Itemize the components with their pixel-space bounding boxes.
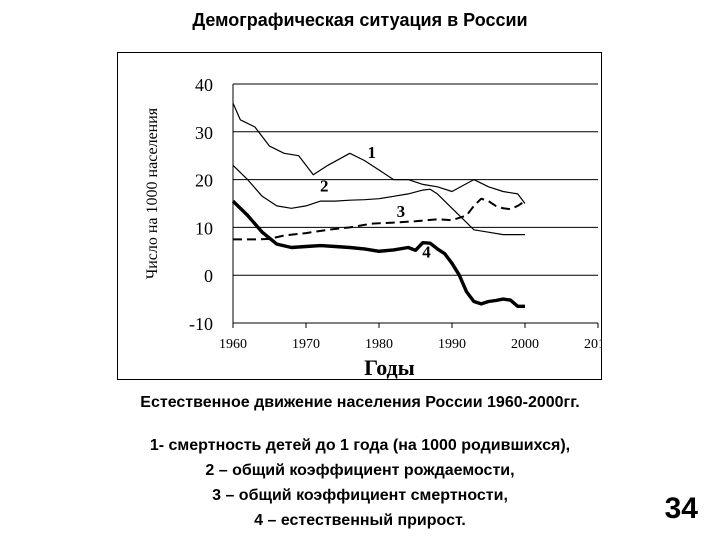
y-tick-label: 20	[195, 171, 213, 191]
series-line-1	[232, 102, 526, 204]
chart-frame	[117, 52, 602, 380]
x-tick-label: 2000	[511, 337, 539, 352]
x-tick-label: 1980	[365, 337, 393, 352]
legend-line-1: 1- смертность детей до 1 года (на 1000 р…	[149, 437, 571, 454]
line-chart: 403020100-10196019701980199020002010Годы…	[144, 75, 602, 380]
y-tick-label: 10	[195, 218, 213, 238]
series-annotation: 4	[422, 243, 431, 262]
legend-line-4: 4 – естественный прирост.	[254, 512, 466, 529]
series-line-2	[232, 164, 525, 236]
y-tick-label: 0	[204, 266, 213, 286]
chart-caption: Естественное движение населения России 1…	[140, 394, 580, 411]
x-axis-label: Годы	[364, 355, 415, 380]
y-axis-label: Число на 1000 населения	[144, 107, 161, 279]
y-tick-label: 40	[195, 75, 213, 95]
page-number: 34	[664, 492, 698, 525]
y-tick-label: -10	[189, 314, 213, 334]
slide-title: Демографическая ситуация в России	[192, 10, 528, 30]
x-tick-label: 1960	[219, 337, 247, 352]
x-tick-label: 1970	[292, 337, 320, 352]
series-annotation: 3	[397, 202, 406, 221]
series-annotation: 2	[320, 177, 329, 196]
legend-line-2: 2 – общий коэффициент рождаемости,	[205, 462, 515, 479]
legend-line-3: 3 – общий коэффициент смертности,	[212, 487, 508, 504]
x-tick-label: 1990	[438, 337, 466, 352]
series-annotation: 1	[367, 143, 376, 162]
series-line-3	[233, 197, 526, 241]
series-line-4	[231, 199, 525, 309]
y-tick-label: 30	[195, 123, 213, 143]
